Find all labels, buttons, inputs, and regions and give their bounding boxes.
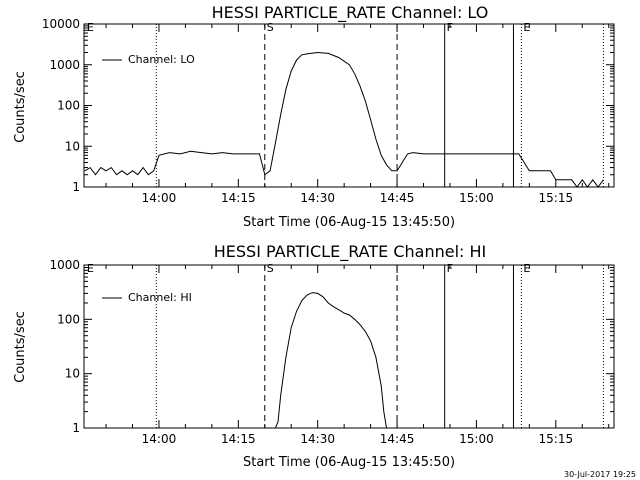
legend-label: Channel: HI xyxy=(128,291,192,304)
x-tick-label: 14:00 xyxy=(142,432,177,446)
legend-label: Channel: LO xyxy=(128,53,195,66)
x-tick-label: 14:30 xyxy=(300,191,335,205)
y-tick-label: 1000 xyxy=(49,258,80,272)
marker-label: E xyxy=(523,21,530,34)
y-axis: 1 10 100 1000 xyxy=(49,258,614,435)
x-axis: 14:00 14:15 14:30 14:45 15:00 15:15 xyxy=(105,24,610,205)
chart-title: HESSI PARTICLE_RATE Channel: HI xyxy=(214,242,487,262)
plot-frame xyxy=(83,264,615,429)
footer-timestamp: 30-Jul-2017 19:25 xyxy=(564,470,636,479)
x-tick-label: 14:00 xyxy=(142,191,177,205)
chart-title: HESSI PARTICLE_RATE Channel: LO xyxy=(212,3,489,23)
y-tick-label: 1000 xyxy=(49,58,80,72)
legend: Channel: LO xyxy=(102,53,195,66)
y-tick-label: 1 xyxy=(72,421,80,435)
x-tick-label: 14:45 xyxy=(380,191,415,205)
series-line-lo xyxy=(84,51,604,188)
y-tick-label: 10 xyxy=(65,367,80,381)
marker-label: E xyxy=(87,262,94,275)
y-tick-label: 1 xyxy=(72,180,80,194)
event-markers: ESFE xyxy=(87,262,604,428)
x-axis: 14:00 14:15 14:30 14:45 15:00 15:15 xyxy=(105,265,610,446)
lo-channel-panel: HESSI PARTICLE_RATE Channel: LO ESFE 110… xyxy=(13,3,615,230)
series-line-hi xyxy=(274,292,387,429)
x-tick-label: 14:30 xyxy=(300,432,335,446)
y-axis-label: Counts/sec xyxy=(13,311,28,383)
marker-label: E xyxy=(523,262,530,275)
x-axis-label: Start Time (06-Aug-15 13:45:50) xyxy=(243,215,455,230)
marker-label: S xyxy=(267,262,274,275)
y-tick-label: 10000 xyxy=(42,17,80,31)
y-axis: 1 10 100 1000 10000 xyxy=(42,17,614,194)
x-tick-label: 14:15 xyxy=(221,432,256,446)
legend: Channel: HI xyxy=(102,291,192,304)
y-tick-label: 10 xyxy=(65,139,80,153)
y-axis-label: Counts/sec xyxy=(13,71,28,143)
x-tick-label: 15:15 xyxy=(539,432,574,446)
x-tick-label: 15:00 xyxy=(459,432,494,446)
y-tick-label: 100 xyxy=(57,99,80,113)
marker-label: S xyxy=(267,21,274,34)
x-tick-label: 14:45 xyxy=(380,432,415,446)
x-tick-label: 14:15 xyxy=(221,191,256,205)
marker-label: E xyxy=(87,21,94,34)
hi-channel-panel: HESSI PARTICLE_RATE Channel: HI ESFE 110… xyxy=(13,242,615,470)
plot-frame xyxy=(83,23,615,188)
event-markers: ESFE xyxy=(87,21,604,187)
x-axis-label: Start Time (06-Aug-15 13:45:50) xyxy=(243,455,455,470)
y-tick-label: 100 xyxy=(57,312,80,326)
x-tick-label: 15:00 xyxy=(459,191,494,205)
x-tick-label: 15:15 xyxy=(539,191,574,205)
